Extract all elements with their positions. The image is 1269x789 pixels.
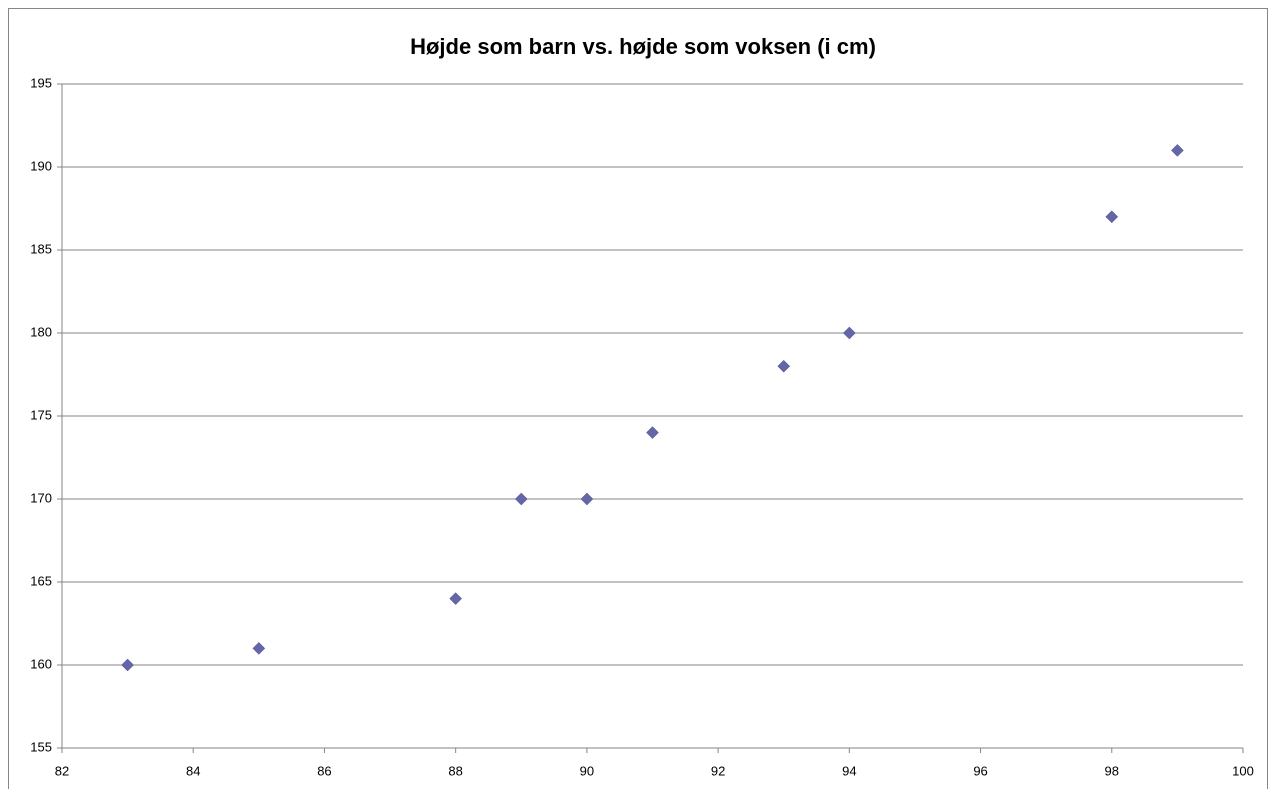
x-tick-label: 82	[55, 763, 69, 778]
point	[1171, 144, 1184, 157]
y-tick-label: 195	[30, 75, 52, 90]
point	[449, 592, 463, 605]
x-tick-label: 100	[1232, 763, 1254, 778]
x-tick-label: 94	[842, 763, 856, 778]
y-tick-label: 175	[30, 407, 52, 422]
point	[121, 658, 134, 672]
x-tick-label: 98	[1105, 763, 1119, 778]
y-tick-label: 165	[30, 573, 52, 588]
point	[1105, 210, 1119, 224]
y-tick-label: 190	[30, 158, 52, 173]
x-tick-label: 86	[317, 763, 331, 778]
x-tick-label: 96	[973, 763, 987, 778]
y-tick-label: 160	[30, 656, 52, 671]
x-tick-label: 84	[186, 763, 200, 778]
x-tick-label: 90	[580, 763, 594, 778]
point	[514, 492, 528, 506]
chart-title: Højde som barn vs. højde som voksen (i c…	[410, 34, 876, 59]
chart-frame	[8, 8, 1268, 789]
point	[580, 492, 594, 506]
x-tick-label: 88	[448, 763, 462, 778]
point	[842, 326, 856, 340]
y-tick-label: 185	[30, 241, 52, 256]
y-tick-label: 170	[30, 490, 52, 505]
y-tick-label: 180	[30, 324, 52, 339]
point	[646, 426, 659, 439]
point	[252, 642, 266, 655]
point	[777, 359, 791, 373]
x-tick-label: 92	[711, 763, 725, 778]
y-tick-label: 155	[30, 739, 52, 754]
